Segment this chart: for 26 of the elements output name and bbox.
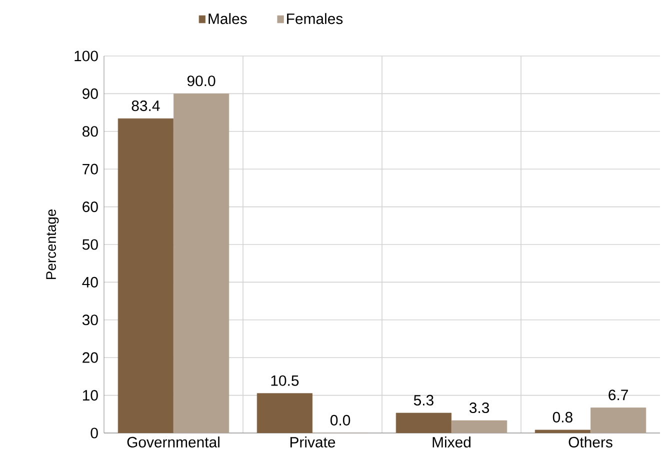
data-label: 3.3 — [469, 402, 490, 414]
y-tick-label: 80 — [82, 126, 98, 137]
data-label: 10.5 — [271, 375, 299, 386]
data-label: 6.7 — [608, 390, 628, 400]
y-tick-label: 30 — [82, 314, 98, 326]
data-label: 83.4 — [132, 100, 160, 112]
x-tick-label: Governmental — [127, 436, 220, 448]
y-tick-label: 100 — [74, 50, 98, 62]
y-tick-label: 70 — [82, 164, 98, 174]
y-axis-title: Percentage — [46, 209, 59, 280]
y-tick-label: 50 — [82, 239, 98, 250]
data-label: 0.0 — [330, 414, 350, 426]
y-tick-label: 0 — [90, 428, 98, 438]
x-tick-label: Mixed — [432, 436, 470, 448]
legend-label: Females — [287, 13, 343, 24]
x-tick-label: Private — [290, 436, 336, 448]
data-label: 0.8 — [552, 412, 572, 422]
data-label: 5.3 — [414, 394, 434, 406]
y-tick-label: 60 — [82, 202, 98, 212]
y-tick-label: 10 — [83, 390, 98, 401]
y-tick-label: 90 — [82, 88, 98, 99]
y-tick-label: 40 — [82, 276, 98, 288]
data-label: 90.0 — [187, 76, 216, 86]
legend-label: Males — [208, 13, 247, 24]
y-tick-label: 20 — [82, 352, 98, 363]
x-tick-label: Others — [568, 436, 612, 448]
